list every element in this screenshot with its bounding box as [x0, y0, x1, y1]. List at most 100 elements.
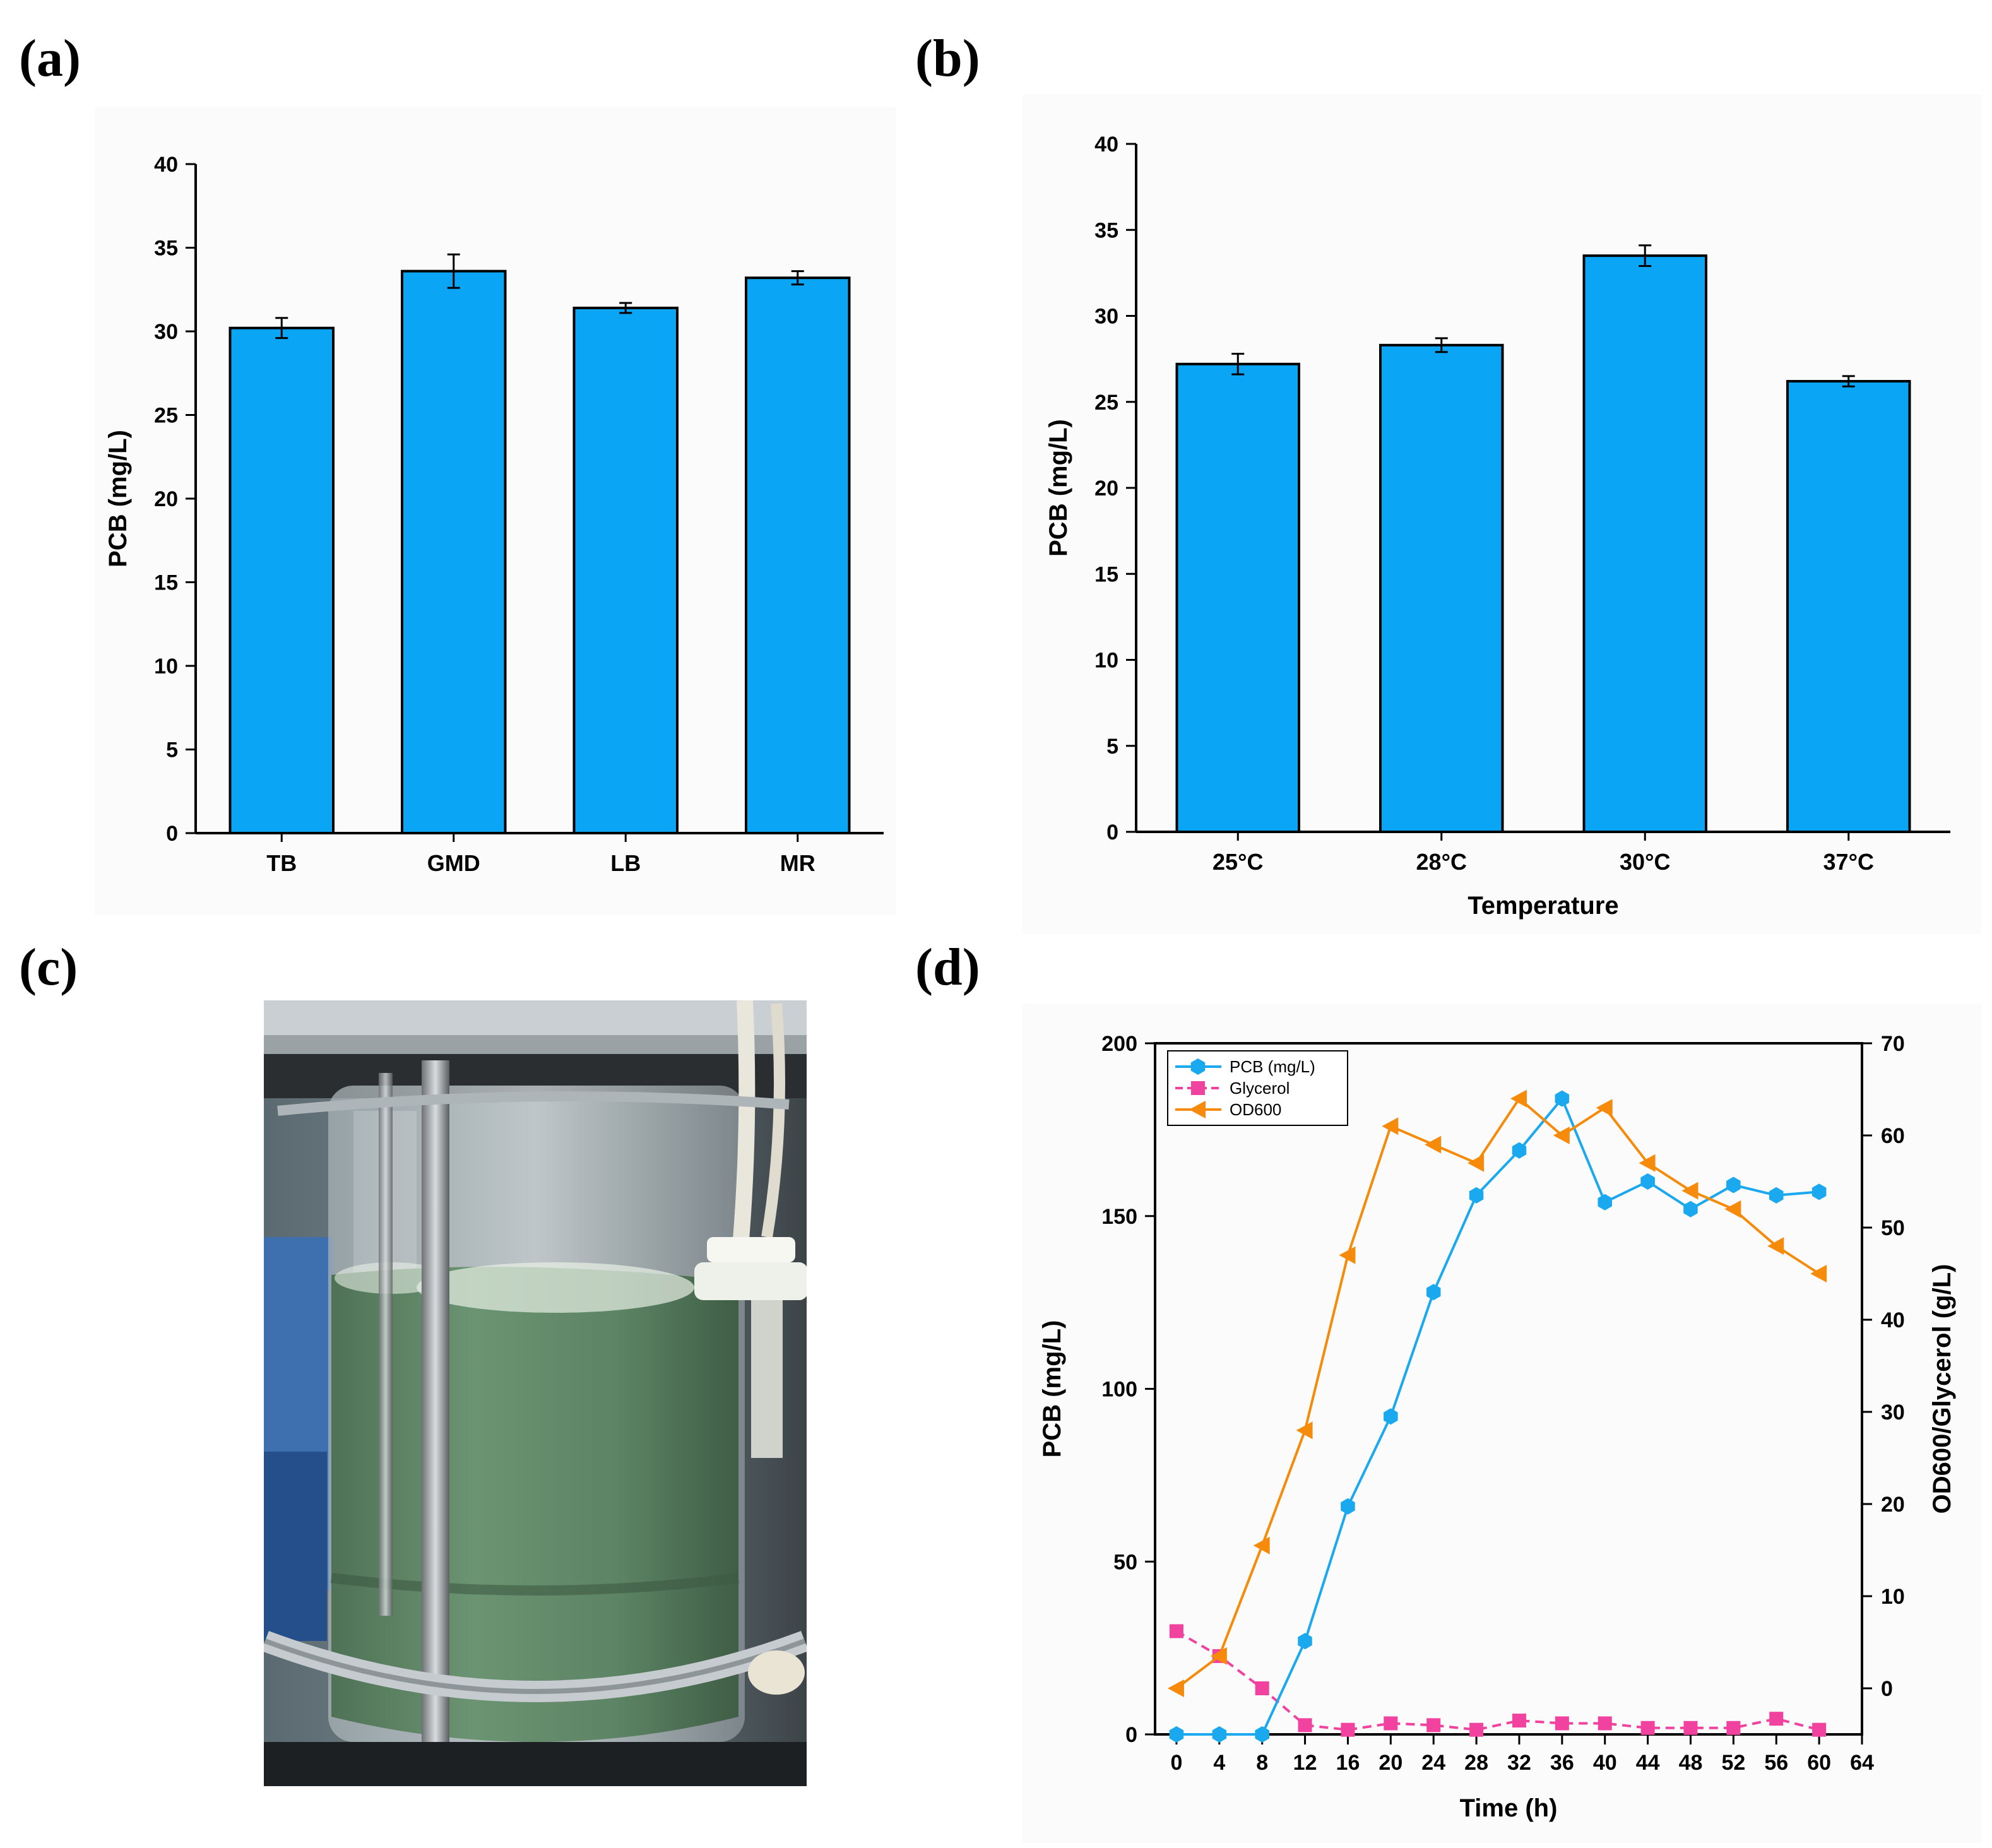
series-line: [1175, 1630, 1820, 1731]
x-tick-label: 56: [1764, 1751, 1788, 1775]
y-tick-label: 15: [154, 571, 178, 595]
y-tick-label: 0: [1106, 820, 1118, 844]
data-point: [1681, 1182, 1699, 1200]
x-axis-label: Time (h): [1460, 1794, 1558, 1822]
data-point: [1467, 1154, 1485, 1172]
bar: [1582, 254, 1707, 833]
y-tick-label: 0: [166, 822, 178, 846]
x-axis-label: Temperature: [1467, 892, 1618, 920]
legend-label: Glycerol: [1230, 1079, 1289, 1098]
x-tick-label: 0: [1170, 1751, 1182, 1775]
x-tick-label: 44: [1636, 1751, 1660, 1775]
series-pcb-mg-l-: [1169, 1090, 1827, 1743]
legend: PCB (mg/L) Glycerol OD600: [1167, 1050, 1348, 1126]
data-point: [1341, 1722, 1355, 1737]
series-line: [1175, 1096, 1820, 1690]
category-label: GMD: [427, 850, 480, 876]
data-point: [1167, 1679, 1184, 1697]
bar: [228, 326, 335, 834]
data-point: [1384, 1408, 1398, 1425]
data-point: [1640, 1173, 1655, 1190]
y-tick-label: 200: [1101, 1032, 1137, 1056]
y-tick-label: 30: [154, 320, 178, 344]
y-tick-label: 5: [166, 738, 178, 762]
data-point: [1296, 1421, 1313, 1440]
x-tick-label: 60: [1807, 1751, 1831, 1775]
data-point: [1555, 1716, 1569, 1731]
data-point: [1598, 1194, 1612, 1211]
legend-label: PCB (mg/L): [1230, 1057, 1315, 1076]
y-tick-label: 20: [154, 487, 178, 511]
x-tick-label: 8: [1256, 1751, 1268, 1775]
panel-label-b: (b): [915, 29, 980, 88]
y-tick-label: 15: [1094, 562, 1118, 586]
y-axis-label: PCB (mg/L): [104, 430, 132, 567]
panel-label-d: (d): [915, 938, 980, 997]
bar: [572, 306, 679, 834]
x-tick-label: 28: [1464, 1751, 1488, 1775]
data-point: [1212, 1726, 1227, 1743]
data-point: [1341, 1498, 1355, 1515]
data-point: [1512, 1142, 1527, 1159]
y-tick-label: 10: [1094, 649, 1118, 673]
data-point: [1255, 1681, 1269, 1695]
data-point: [1769, 1712, 1784, 1726]
x-tick-label: 36: [1550, 1751, 1574, 1775]
data-point: [1169, 1624, 1183, 1638]
data-point: [1253, 1536, 1270, 1555]
data-point: [1512, 1714, 1526, 1728]
data-point: [1426, 1718, 1441, 1732]
y-tick-label: 40: [154, 153, 178, 177]
data-point: [1555, 1090, 1570, 1107]
y-tick-label: 150: [1101, 1205, 1137, 1229]
y2-tick-label: 40: [1881, 1308, 1905, 1332]
y-axis-label: PCB (mg/L): [1038, 1320, 1066, 1458]
data-point: [1469, 1722, 1484, 1737]
y-tick-label: 30: [1094, 305, 1118, 329]
data-point: [1553, 1127, 1570, 1144]
data-point: [1382, 1117, 1399, 1135]
data-point: [1255, 1726, 1269, 1743]
category-label: 28°C: [1416, 849, 1467, 875]
legend-marker: [1189, 1101, 1206, 1118]
x-tick-label: 12: [1293, 1751, 1317, 1775]
y2-tick-label: 50: [1881, 1216, 1905, 1240]
fermenter-photo: [264, 1000, 807, 1786]
y-tick-label: 10: [154, 654, 178, 678]
y2-tick-label: 70: [1881, 1032, 1905, 1056]
panel-label-a: (a): [19, 29, 81, 88]
x-tick-label: 48: [1679, 1751, 1703, 1775]
panel-d-background: [1023, 1004, 1982, 1843]
data-point: [1596, 1099, 1613, 1117]
y-axis-label: PCB (mg/L): [1045, 419, 1072, 557]
data-point: [1598, 1716, 1612, 1731]
data-point: [1339, 1246, 1356, 1264]
x-tick-label: 52: [1721, 1751, 1745, 1775]
data-point: [1683, 1721, 1698, 1735]
y-tick-label: 20: [1094, 477, 1118, 500]
data-point: [1726, 1721, 1741, 1735]
y2-tick-label: 20: [1881, 1493, 1905, 1517]
legend-marker: [1190, 1058, 1206, 1075]
data-point: [1726, 1176, 1741, 1194]
chart-b: 0 5 10 15 20 25 30 35 40 25°C 28°C 30°C 37°C PCB (mg/…: [1045, 133, 1950, 920]
data-point: [1298, 1718, 1312, 1732]
y2-tick-label: 10: [1881, 1585, 1905, 1609]
bar: [1786, 380, 1911, 833]
y-tick-label: 40: [1094, 133, 1118, 157]
x-tick-label: 16: [1336, 1751, 1360, 1775]
y-tick-label: 25: [1094, 391, 1118, 415]
bar: [745, 276, 851, 834]
y-tick-label: 100: [1101, 1378, 1137, 1402]
y2-tick-label: 0: [1881, 1677, 1893, 1701]
series-od600: [1167, 1089, 1827, 1697]
x-tick-label: 20: [1378, 1751, 1402, 1775]
category-label: MR: [780, 850, 815, 876]
y-tick-label: 35: [154, 237, 178, 261]
category-label: 25°C: [1212, 849, 1263, 875]
data-point: [1767, 1237, 1784, 1255]
legend-marker: [1191, 1081, 1205, 1095]
